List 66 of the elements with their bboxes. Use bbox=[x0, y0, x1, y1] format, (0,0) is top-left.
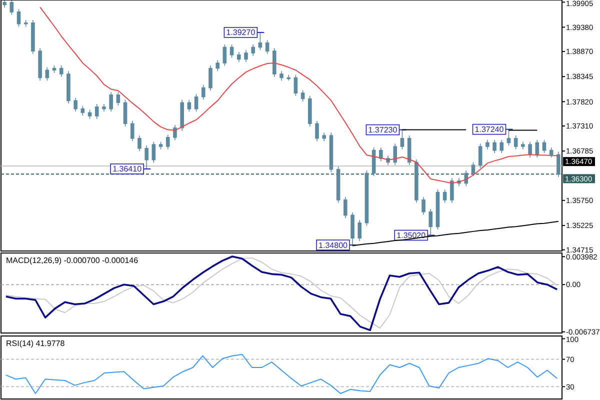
candlestick bbox=[315, 120, 319, 142]
candlestick bbox=[10, 0, 14, 16]
candlestick bbox=[236, 52, 241, 62]
candlestick bbox=[251, 44, 255, 56]
candlestick bbox=[492, 139, 496, 154]
candlestick bbox=[116, 92, 120, 106]
candlestick bbox=[38, 48, 42, 82]
candlestick bbox=[138, 135, 142, 152]
candlestick bbox=[31, 20, 35, 54]
candlestick bbox=[166, 134, 170, 150]
candlestick bbox=[528, 141, 532, 158]
candlestick bbox=[442, 189, 447, 204]
candlestick bbox=[201, 84, 206, 100]
candlestick bbox=[336, 166, 340, 204]
candlestick bbox=[344, 196, 348, 218]
candlestick bbox=[422, 196, 426, 216]
candlestick bbox=[74, 97, 78, 112]
candlestick bbox=[244, 50, 248, 62]
candlestick bbox=[272, 48, 276, 78]
candlestick bbox=[322, 132, 326, 142]
candlestick bbox=[358, 220, 362, 242]
line-series bbox=[40, 6, 559, 184]
candlestick bbox=[521, 141, 525, 150]
candlestick bbox=[66, 70, 70, 104]
candlestick bbox=[88, 109, 92, 120]
chart-title: MACD(12,26,9) -0.000700 -0.000146 bbox=[6, 256, 139, 265]
candlestick bbox=[109, 92, 113, 112]
candlestick bbox=[158, 141, 163, 150]
candlestick bbox=[130, 120, 134, 142]
annotation: 1.37240 bbox=[474, 125, 504, 134]
line-series bbox=[5, 354, 558, 394]
annotation: 1.34800 bbox=[318, 240, 348, 250]
candlestick bbox=[94, 104, 99, 120]
candlestick bbox=[514, 135, 518, 150]
chart-title: RSI(14) 41.9778 bbox=[6, 339, 66, 348]
candlestick bbox=[24, 20, 28, 28]
candlestick bbox=[450, 178, 454, 204]
candlestick bbox=[500, 139, 504, 154]
candlestick bbox=[102, 104, 106, 112]
annotation: 1.37230 bbox=[368, 126, 398, 135]
candlestick bbox=[535, 139, 540, 158]
candlestick bbox=[152, 141, 156, 164]
candlestick bbox=[414, 158, 418, 204]
candlestick bbox=[294, 74, 298, 96]
candlestick bbox=[478, 143, 482, 168]
candlestick bbox=[222, 44, 227, 66]
candlestick bbox=[265, 40, 270, 54]
candlestick bbox=[436, 189, 440, 230]
candlestick bbox=[556, 151, 560, 178]
candlestick bbox=[2, 0, 6, 8]
candlestick bbox=[16, 8, 21, 28]
line-series bbox=[352, 220, 559, 246]
candlestick bbox=[393, 143, 398, 166]
candlestick bbox=[216, 60, 220, 72]
candlestick bbox=[286, 74, 290, 82]
candlestick bbox=[180, 99, 184, 132]
candlestick bbox=[123, 99, 128, 127]
candlestick bbox=[59, 64, 64, 78]
annotation: 1.39270 bbox=[226, 28, 256, 38]
candlestick bbox=[364, 170, 369, 226]
candlestick bbox=[486, 139, 490, 150]
candlestick bbox=[308, 96, 312, 127]
candlestick bbox=[280, 70, 284, 82]
annotation: 1.36410 bbox=[112, 164, 142, 174]
candlestick bbox=[208, 64, 212, 92]
candlestick bbox=[329, 132, 334, 173]
